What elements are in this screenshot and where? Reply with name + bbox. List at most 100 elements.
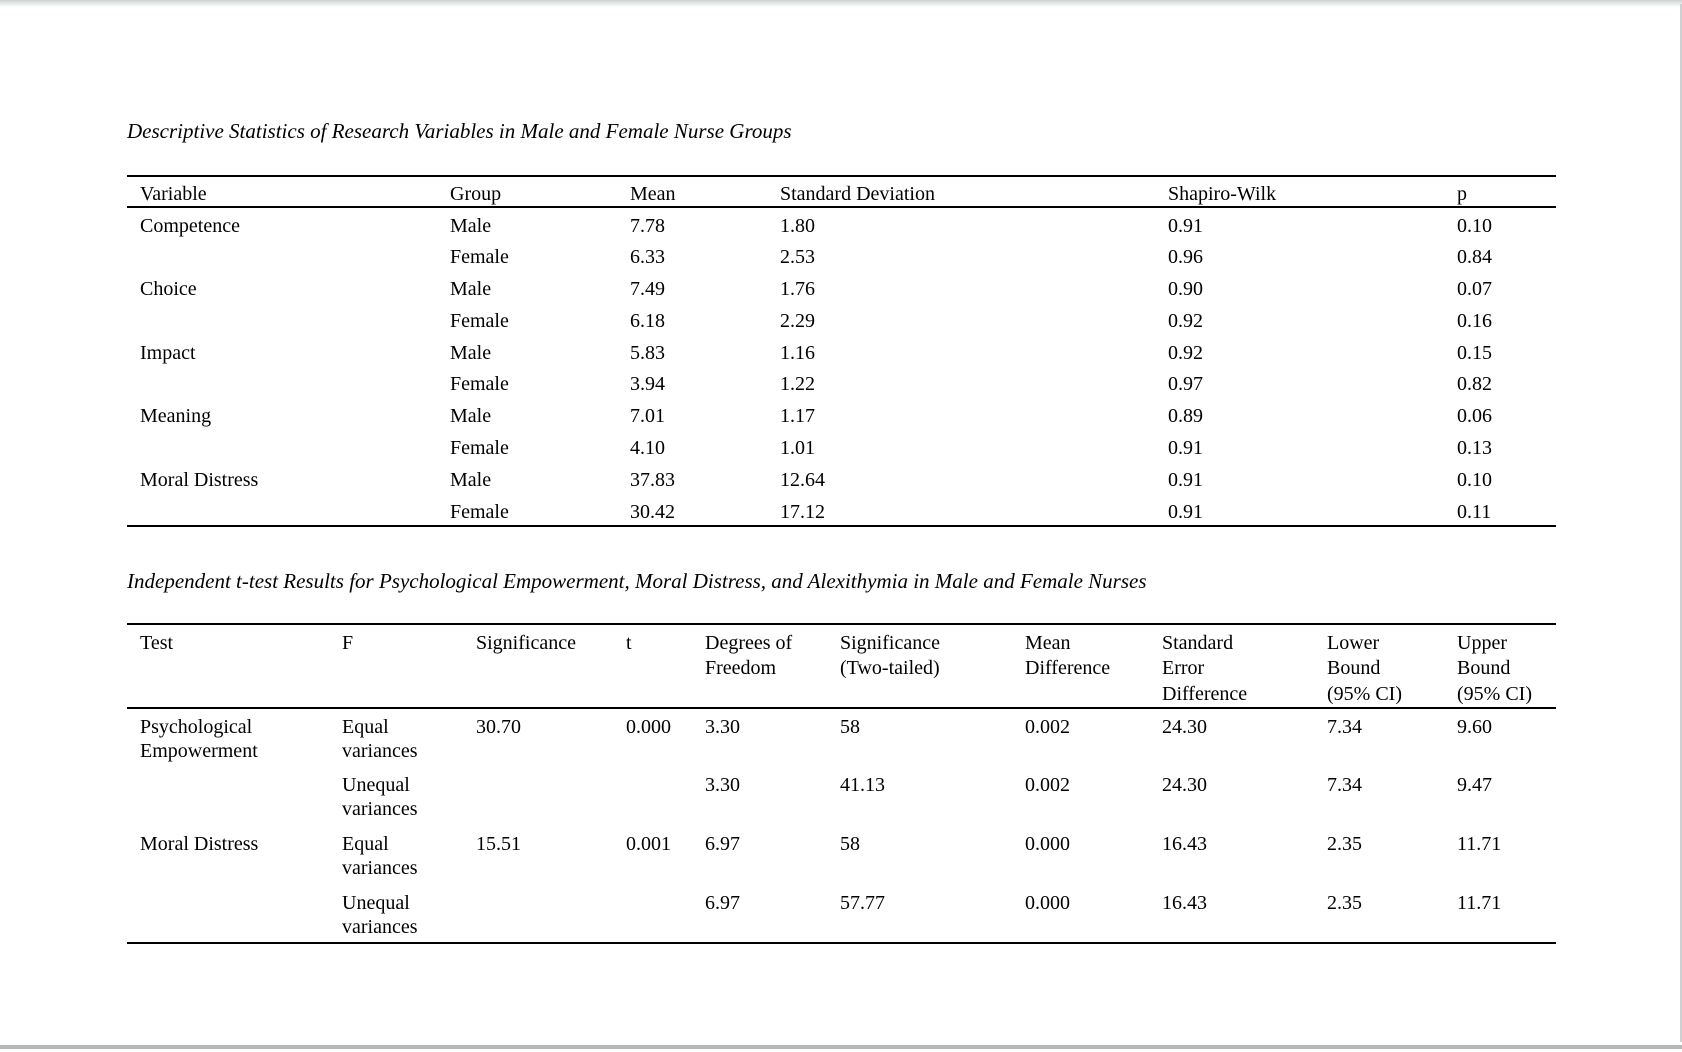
table-cell: 0.16 (1457, 309, 1492, 332)
table-cell: 6.97 (705, 832, 740, 855)
descriptive-stats-table: Variable Group Mean Standard Deviation S… (127, 175, 1556, 527)
table-row: Choice Male 7.49 1.76 0.90 0.07 (127, 271, 1556, 303)
table-row: Unequal variances 3.30 41.13 0.002 24.30… (127, 767, 1556, 826)
column-header-mean: Mean (630, 183, 676, 205)
table-cell: 1.76 (780, 277, 815, 300)
table-cell: Female (450, 437, 509, 460)
table-cell (626, 885, 705, 944)
table-cell: Male (450, 469, 492, 492)
table-cell: 0.000 (1025, 832, 1070, 855)
table-cell: 7.01 (630, 405, 665, 428)
table-cell: 0.91 (1168, 437, 1203, 460)
table-cell: 58 (840, 716, 860, 739)
table-cell: Male (450, 405, 492, 428)
table-cell: 4.10 (630, 437, 665, 460)
table-cell: 9.47 (1457, 774, 1492, 797)
table-cell: 0.90 (1168, 277, 1203, 300)
table-row: Unequal variances 6.97 57.77 0.000 16.43… (127, 885, 1556, 944)
table-cell: 0.000 (626, 716, 671, 739)
table-cell (127, 885, 342, 944)
table-cell (127, 366, 450, 398)
column-header-significance-two-tailed: Significance (Two-tailed) (840, 631, 940, 680)
table-cell: 58 (840, 832, 860, 855)
table-cell: 16.43 (1162, 891, 1207, 914)
table-row: Psychological Empowerment Equal variance… (127, 708, 1556, 767)
table-cell: 2.53 (780, 245, 815, 268)
table-cell: Psychological Empowerment (140, 716, 258, 763)
table-cell: 2.35 (1327, 832, 1362, 855)
table-cell: Male (450, 277, 492, 300)
table-cell: 0.13 (1457, 437, 1492, 460)
table-cell: 0.82 (1457, 373, 1492, 396)
document-content: Descriptive Statistics of Research Varia… (127, 0, 1556, 945)
table-cell (127, 494, 450, 526)
column-header-upper-bound: Upper Bound (95% CI) (1457, 631, 1532, 705)
table-cell: 15.51 (476, 832, 521, 855)
table-cell: 11.71 (1457, 891, 1502, 914)
table-cell: 0.000 (1025, 891, 1070, 914)
column-header-group: Group (450, 183, 502, 205)
ttest-table-caption: Independent t-test Results for Psycholog… (127, 568, 1147, 593)
table-cell (127, 767, 342, 826)
column-header-standard-deviation: Standard Deviation (780, 183, 935, 205)
table-cell: 30.70 (476, 716, 521, 739)
table-row: Competence Male 7.78 1.80 0.91 0.10 (127, 207, 1556, 239)
table-cell: 1.80 (780, 215, 815, 237)
column-header-standard-error-difference: Standard Error Difference (1162, 631, 1248, 705)
column-header-degrees-of-freedom: Degrees of Freedom (705, 631, 793, 680)
page-right-edge (1680, 4, 1682, 1042)
table-cell (626, 767, 705, 826)
table-cell: Competence (140, 215, 240, 237)
table-cell (127, 303, 450, 335)
table-cell: 9.60 (1457, 716, 1492, 739)
column-header-significance: Significance (476, 631, 576, 654)
table-cell: Equal variances (342, 716, 418, 763)
table-cell: Unequal variances (342, 891, 418, 938)
ttest-results-table: Test F Significance t Degrees of Freedom… (127, 622, 1556, 945)
table-cell: 6.33 (630, 245, 665, 268)
table-cell: Choice (140, 277, 197, 300)
table-cell: 3.30 (705, 716, 740, 739)
table-cell: 2.29 (780, 309, 815, 332)
table-cell: Unequal variances (342, 774, 418, 821)
column-header-variable: Variable (140, 183, 207, 205)
table-cell: 0.91 (1168, 469, 1203, 492)
column-header-lower-bound: Lower Bound (95% CI) (1327, 631, 1402, 705)
table-cell: Impact (140, 341, 196, 364)
table-cell: 5.83 (630, 341, 665, 364)
page-bottom-edge (0, 1045, 1682, 1049)
table-cell: 0.06 (1457, 405, 1492, 428)
table-cell: 24.30 (1162, 774, 1207, 797)
table-cell: 11.71 (1457, 832, 1502, 855)
table-cell: 12.64 (780, 469, 825, 492)
table-cell: 57.77 (840, 891, 885, 914)
column-header-p: p (1457, 183, 1467, 205)
table-cell: 0.91 (1168, 501, 1203, 524)
table-cell: 0.11 (1457, 501, 1492, 524)
table-cell: 7.34 (1327, 774, 1362, 797)
table-cell: 3.94 (630, 373, 665, 396)
table-cell: 3.30 (705, 774, 740, 797)
table-cell: Equal variances (342, 832, 418, 879)
table-cell: 1.01 (780, 437, 815, 460)
table-cell: 17.12 (780, 501, 825, 524)
table-cell: 41.13 (840, 774, 885, 797)
table-cell: 0.84 (1457, 245, 1492, 268)
table-cell: 37.83 (630, 469, 675, 492)
table-cell: 0.07 (1457, 277, 1492, 300)
table-row: Impact Male 5.83 1.16 0.92 0.15 (127, 335, 1556, 367)
table-cell (127, 430, 450, 462)
table-row: Moral Distress Male 37.83 12.64 0.91 0.1… (127, 462, 1556, 494)
table-row: Meaning Male 7.01 1.17 0.89 0.06 (127, 398, 1556, 430)
table-cell: 0.91 (1168, 215, 1203, 237)
column-header-mean-difference: Mean Difference (1025, 631, 1111, 680)
table-cell: Female (450, 373, 509, 396)
table-cell: 0.10 (1457, 215, 1492, 237)
table-cell: Male (450, 341, 492, 364)
table-cell: Meaning (140, 405, 212, 428)
column-header-test: Test (140, 631, 174, 654)
table-row: Moral Distress Equal variances 15.51 0.0… (127, 826, 1556, 885)
column-header-shapiro-wilk: Shapiro-Wilk (1168, 183, 1277, 205)
table-cell: 0.97 (1168, 373, 1203, 396)
